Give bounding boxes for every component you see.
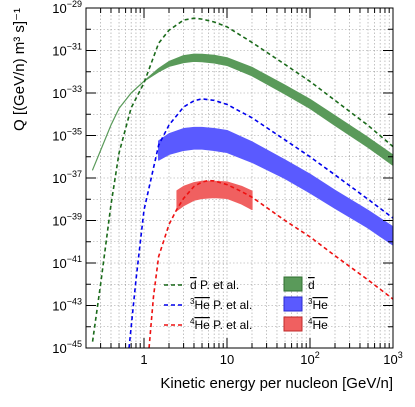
y-tick-label: 10−45 xyxy=(52,339,82,356)
legend-box-label: 3He xyxy=(308,297,328,312)
x-tick-label-mantissa: 10 xyxy=(383,352,397,367)
x-tick-label: 10 xyxy=(220,352,234,367)
legend-line-label: 3He P. et al. xyxy=(190,297,252,312)
legend-line-label-symbol: He xyxy=(194,298,210,312)
legend-line-label-isotope: 4 xyxy=(190,317,195,326)
y-tick-label: 10−33 xyxy=(52,84,82,101)
legend-box-label: 4He xyxy=(308,317,328,332)
y-tick-label-mantissa: 10 xyxy=(52,1,66,16)
legend-line-label-suffix: P. et al. xyxy=(197,278,239,292)
y-tick-label-exponent: −37 xyxy=(67,169,82,179)
y-tick-label: 10−43 xyxy=(52,297,82,314)
y-tick-label-mantissa: 10 xyxy=(52,256,66,271)
legend-line-label-symbol: d xyxy=(190,278,197,292)
y-tick-label-exponent: −33 xyxy=(67,84,82,94)
legend-line-label: 4He P. et al. xyxy=(190,317,252,332)
y-tick-label-mantissa: 10 xyxy=(52,171,66,186)
plot-frame xyxy=(85,7,394,349)
y-tick-label: 10−35 xyxy=(52,127,82,144)
y-tick-label-exponent: −43 xyxy=(67,297,82,307)
band-4 xyxy=(158,126,393,246)
legend-box-swatch xyxy=(283,296,303,312)
y-tick-label-mantissa: 10 xyxy=(52,299,66,314)
y-tick-label: 10−41 xyxy=(52,254,82,271)
legend-line-label: d P. et al. xyxy=(190,278,239,292)
legend: d P. et al.3He P. et al.4He P. et al.d3H… xyxy=(164,276,328,332)
x-tick-label: 1 xyxy=(140,352,147,367)
legend-box-swatch xyxy=(283,276,303,292)
bands xyxy=(91,53,393,246)
y-tick-label: 10−37 xyxy=(52,169,82,186)
y-tick-label-mantissa: 10 xyxy=(52,86,66,101)
x-tick-label-mantissa: 1 xyxy=(140,352,147,367)
lines xyxy=(91,17,393,348)
y-tick-label: 10−39 xyxy=(52,212,82,229)
y-axis-title: Q [(GeV/n) m³ s]⁻¹ xyxy=(11,8,28,131)
ticks: 1 10 102 10310−2910−3110−3310−3510−3710−391… xyxy=(52,0,402,367)
band-5 xyxy=(176,180,253,211)
legend-box-label: d xyxy=(308,278,315,292)
legend-box-label-symbol: He xyxy=(312,298,328,312)
legend-line-label-symbol: He xyxy=(194,318,210,332)
series-line-2 xyxy=(148,179,393,348)
x-tick-label-exponent: 3 xyxy=(398,350,403,360)
x-tick-label-mantissa: 10 xyxy=(300,352,314,367)
legend-box-label-isotope: 4 xyxy=(308,317,313,326)
legend-line-label-isotope: 3 xyxy=(190,297,195,306)
legend-box-label-symbol: He xyxy=(312,318,328,332)
y-tick-label-mantissa: 10 xyxy=(52,341,66,356)
y-tick-label-exponent: −31 xyxy=(67,42,82,52)
x-tick-label: 103 xyxy=(383,350,402,367)
x-tick-label-exponent: 2 xyxy=(315,350,320,360)
y-tick-label-exponent: −39 xyxy=(67,212,82,222)
y-tick-label-exponent: −41 xyxy=(67,254,82,264)
y-tick-label-exponent: −35 xyxy=(67,127,82,137)
y-tick-label-mantissa: 10 xyxy=(52,214,66,229)
x-axis-title: Kinetic energy per nucleon [GeV/n] xyxy=(160,375,393,392)
y-tick-label-exponent: −29 xyxy=(67,0,82,9)
y-tick-label-mantissa: 10 xyxy=(52,129,66,144)
y-tick-label-mantissa: 10 xyxy=(52,44,66,59)
x-tick-label-mantissa: 10 xyxy=(220,352,234,367)
legend-box-label-isotope: 3 xyxy=(308,297,313,306)
legend-line-label-suffix: P. et al. xyxy=(210,298,252,312)
legend-line-label-suffix: P. et al. xyxy=(210,318,252,332)
y-tick-label-exponent: −45 xyxy=(67,339,82,349)
x-tick-label: 102 xyxy=(300,350,319,367)
series-line-0 xyxy=(91,17,393,342)
y-tick-label: 10−31 xyxy=(52,42,82,59)
y-tick-label: 10−29 xyxy=(52,0,82,16)
legend-box-swatch xyxy=(283,316,303,332)
band-3 xyxy=(91,53,393,171)
legend-box-label-symbol: d xyxy=(308,278,315,292)
